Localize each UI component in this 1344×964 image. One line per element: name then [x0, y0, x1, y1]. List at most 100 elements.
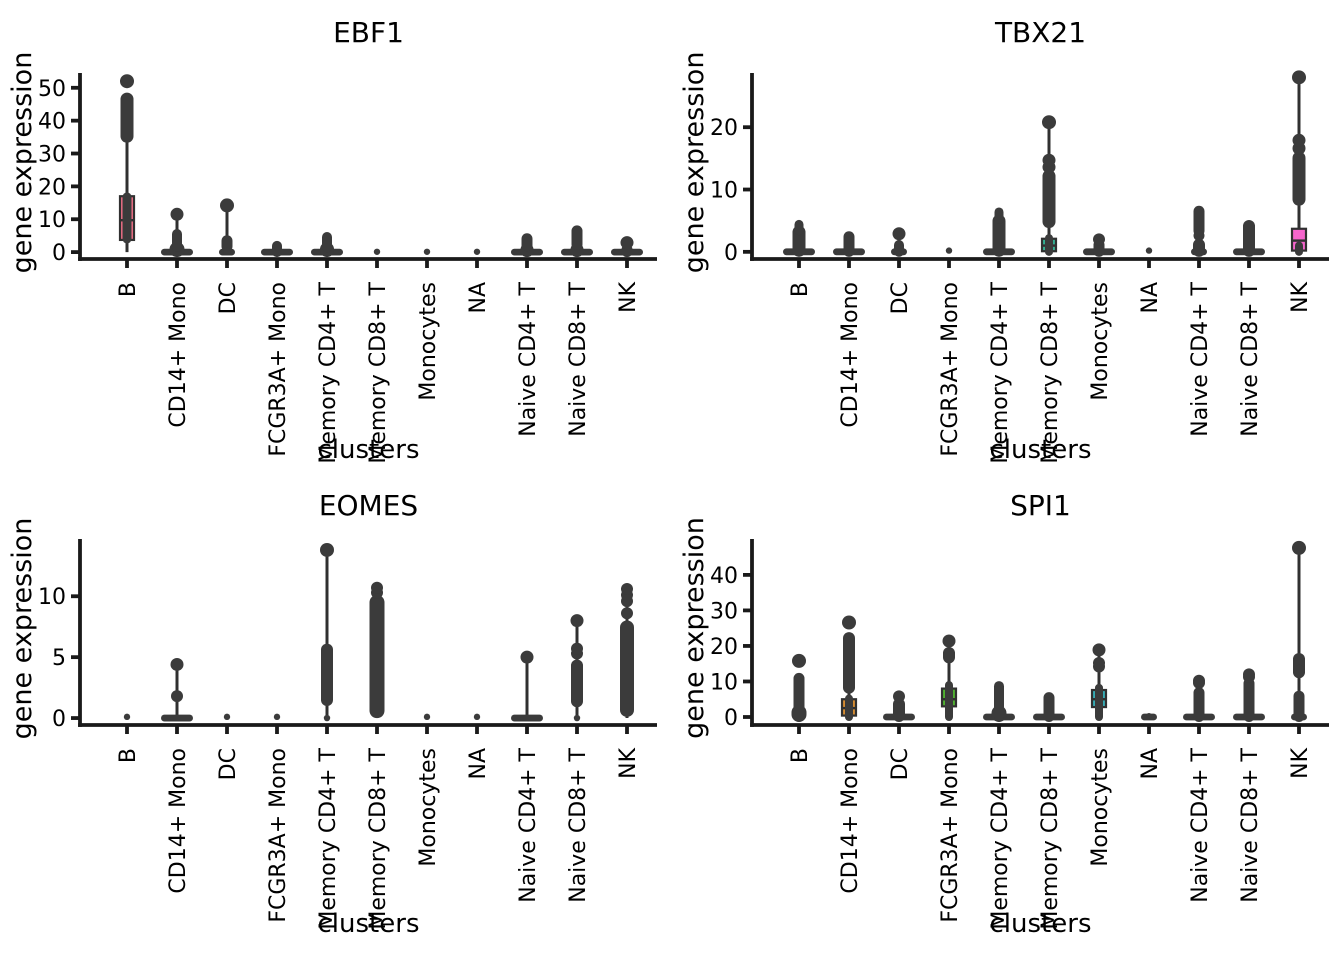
- x-axis-label: clusters: [318, 909, 420, 939]
- y-tick-label: 10: [38, 208, 66, 233]
- points-column: [994, 207, 1004, 224]
- x-tick-label: Naive CD8+ T: [1238, 747, 1263, 902]
- x-tick-label: B: [116, 748, 141, 763]
- y-tick-label: 30: [710, 599, 738, 624]
- points-column: [1292, 151, 1306, 206]
- points-column: [793, 672, 805, 723]
- outlier-point: [1145, 247, 1153, 254]
- chart-ebf1: EBF1 gene expression clusters 0 10 20 30 40 50 B C…: [7, 16, 657, 465]
- chart-spi1: SPI1 gene expression clusters 0 10 20 30 40 B CD1…: [679, 489, 1329, 939]
- panel-title: TBX21: [994, 16, 1086, 49]
- points-column: [1293, 690, 1305, 723]
- outlier-point: [621, 607, 633, 620]
- points-column: [1042, 169, 1056, 229]
- x-tick-label: Monocytes: [1088, 282, 1113, 401]
- outlier-point: [423, 713, 431, 721]
- points-column: [221, 235, 233, 252]
- y-tick-label: 0: [52, 707, 66, 732]
- points-column: [1295, 241, 1303, 256]
- y-tick-label: 50: [38, 77, 66, 102]
- y-tick-label: 30: [38, 143, 66, 168]
- outlier-point: [942, 634, 956, 648]
- outlier-point: [571, 642, 583, 655]
- x-tick-label: NA: [466, 282, 491, 314]
- y-tick-label: 0: [52, 241, 66, 266]
- points-column: [172, 229, 182, 252]
- outlier-point: [473, 713, 481, 721]
- x-tick-label: FCGR3A+ Mono: [938, 748, 963, 923]
- outlier-point: [373, 248, 381, 255]
- points-column: [521, 233, 533, 252]
- outlier-point: [1193, 230, 1205, 242]
- y-tick-label: 40: [38, 110, 66, 135]
- outlier-point: [170, 207, 184, 221]
- x-tick-label: Naive CD4+ T: [1188, 747, 1213, 902]
- points-column: [620, 620, 634, 717]
- points-column: [994, 681, 1004, 723]
- x-tick-label: FCGR3A+ Mono: [266, 282, 291, 457]
- y-tick-label: 10: [710, 670, 738, 695]
- x-tick-label: NA: [466, 748, 491, 780]
- x-tick-label: NK: [1288, 281, 1313, 312]
- x-tick-label: Memory CD8+ T: [1038, 747, 1063, 929]
- x-tick-label: DC: [216, 282, 241, 314]
- outlier-point: [223, 713, 231, 721]
- points-column: [1193, 205, 1205, 237]
- points-column: [322, 231, 332, 253]
- points-column: [992, 214, 1006, 257]
- outlier-point: [1093, 657, 1105, 669]
- outlier-point: [273, 713, 281, 721]
- outlier-point: [120, 74, 134, 89]
- x-tick-label: Naive CD8+ T: [566, 747, 591, 902]
- points-column: [1243, 677, 1255, 723]
- outlier-point: [1292, 133, 1306, 147]
- outlier-point: [223, 247, 231, 256]
- x-tick-label: Memory CD4+ T: [988, 281, 1013, 463]
- outlier-point: [620, 236, 634, 250]
- outlier-point: [945, 247, 953, 254]
- outlier-point: [1243, 668, 1255, 681]
- panel-title: EOMES: [319, 489, 418, 522]
- x-tick-label: Memory CD8+ T: [1038, 281, 1063, 463]
- outlier-point: [1293, 664, 1305, 677]
- zero-points-bar: [511, 714, 543, 722]
- points-column: [369, 594, 385, 719]
- y-tick-label: 20: [38, 175, 66, 200]
- points-column: [1045, 234, 1053, 256]
- x-tick-label: Monocytes: [1088, 748, 1113, 867]
- points-column: [843, 632, 855, 694]
- points-column: [894, 239, 904, 257]
- outlier-point: [1292, 540, 1306, 555]
- points-column: [122, 192, 132, 244]
- y-tick-label: 0: [724, 706, 738, 731]
- x-tick-label: Monocytes: [416, 748, 441, 867]
- x-tick-label: Memory CD4+ T: [316, 747, 341, 929]
- x-axis-label: clusters: [990, 435, 1092, 465]
- y-tick-label: 10: [38, 585, 66, 610]
- y-axis-label: gene expression: [7, 518, 38, 740]
- x-tick-label: Memory CD8+ T: [366, 281, 391, 463]
- x-tick-label: NA: [1138, 748, 1163, 780]
- x-tick-label: Naive CD4+ T: [516, 281, 541, 436]
- panel-tbx21: TBX21 gene expression clusters 0 10 20 B CD14+ …: [672, 0, 1344, 480]
- outlier-point: [473, 248, 481, 255]
- chart-eomes: EOMES gene expression clusters 0 5 10 B CD14+ M…: [7, 489, 657, 939]
- points-column: [1095, 683, 1103, 722]
- panel-title: SPI1: [1010, 489, 1071, 522]
- x-tick-label: Monocytes: [416, 282, 441, 401]
- outlier-point: [423, 248, 431, 255]
- outlier-point: [520, 650, 534, 664]
- x-tick-label: B: [788, 282, 813, 297]
- panel-eomes: EOMES gene expression clusters 0 5 10 B CD14+ M…: [0, 480, 672, 960]
- x-tick-label: Naive CD4+ T: [516, 747, 541, 902]
- x-tick-label: CD14+ Mono: [838, 748, 863, 894]
- x-tick-label: DC: [888, 748, 913, 780]
- y-tick-label: 40: [710, 564, 738, 589]
- x-tick-label: NK: [616, 747, 641, 778]
- outlier-point: [621, 582, 633, 595]
- outlier-point: [842, 615, 856, 630]
- outlier-point: [1193, 674, 1205, 687]
- x-tick-label: FCGR3A+ Mono: [266, 748, 291, 923]
- points-column: [1193, 238, 1205, 257]
